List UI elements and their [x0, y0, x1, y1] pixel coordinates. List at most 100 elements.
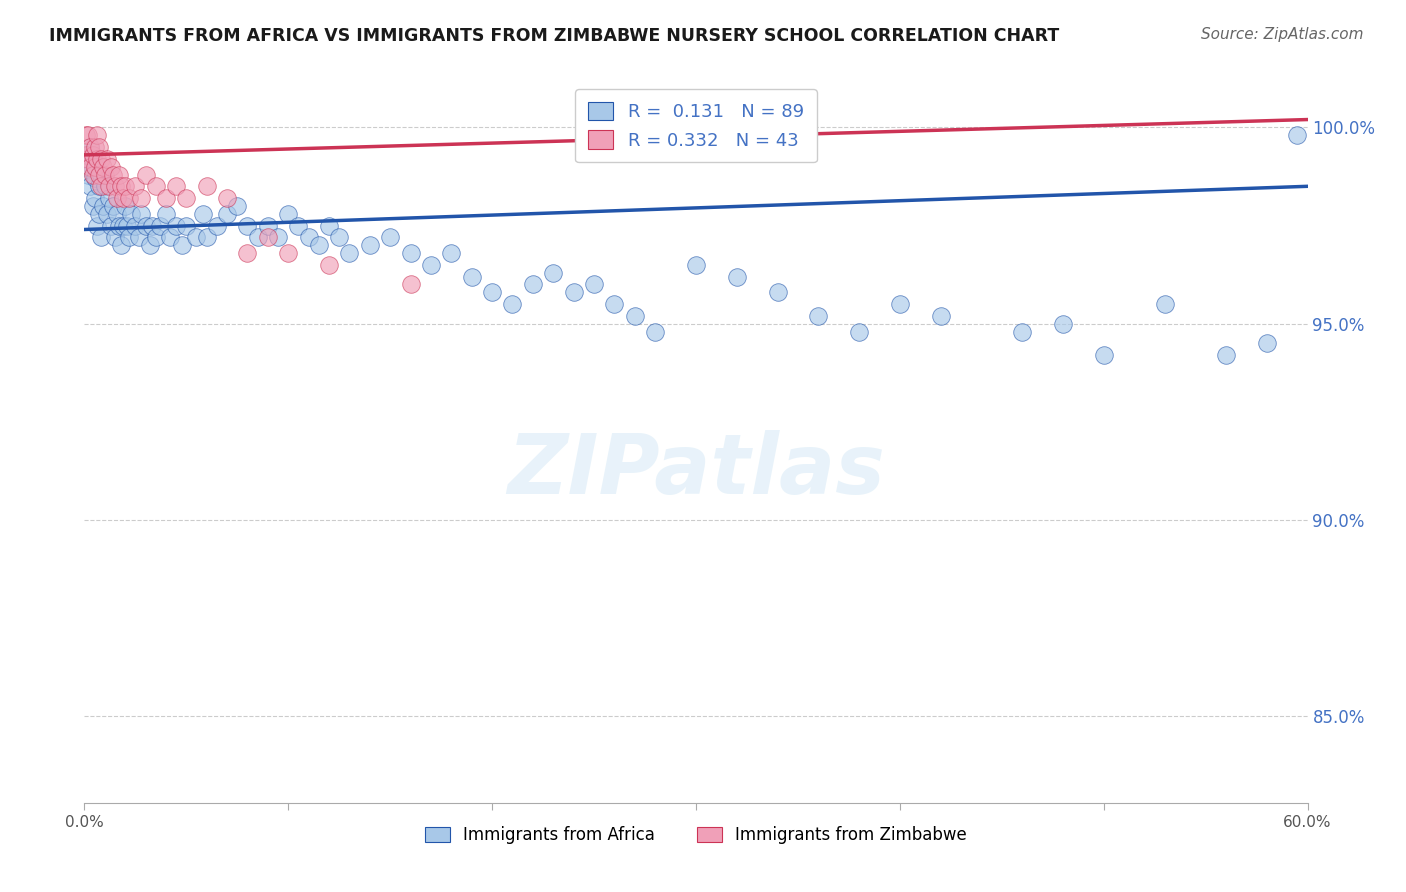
- Point: [131, 207, 153, 221]
- Point: [328, 230, 350, 244]
- Point: [149, 219, 172, 233]
- Point: [138, 238, 160, 252]
- Point: [277, 207, 299, 221]
- Point: [461, 269, 484, 284]
- Point: [79, 160, 101, 174]
- Text: ZIPatlas: ZIPatlas: [508, 430, 884, 511]
- Point: [359, 238, 381, 252]
- Point: [236, 219, 259, 233]
- Point: [115, 219, 138, 233]
- Point: [159, 230, 181, 244]
- Point: [79, 179, 101, 194]
- Point: [155, 191, 177, 205]
- Point: [889, 297, 911, 311]
- Point: [1092, 348, 1115, 362]
- Point: [287, 219, 309, 233]
- Point: [108, 168, 131, 182]
- Point: [257, 230, 280, 244]
- Point: [174, 191, 197, 205]
- Point: [82, 148, 104, 162]
- Point: [583, 277, 606, 292]
- Point: [135, 168, 157, 182]
- Point: [217, 191, 239, 205]
- Point: [112, 191, 135, 205]
- Point: [90, 230, 112, 244]
- Point: [165, 179, 187, 194]
- Point: [226, 199, 249, 213]
- Point: [86, 160, 108, 174]
- Point: [114, 199, 136, 213]
- Point: [543, 266, 565, 280]
- Point: [502, 297, 524, 311]
- Point: [217, 207, 239, 221]
- Point: [105, 191, 128, 205]
- Point: [75, 128, 97, 143]
- Point: [101, 168, 124, 182]
- Point: [766, 285, 789, 300]
- Point: [725, 269, 748, 284]
- Point: [75, 160, 97, 174]
- Point: [91, 199, 114, 213]
- Point: [97, 179, 120, 194]
- Point: [96, 152, 118, 166]
- Point: [339, 246, 361, 260]
- Point: [101, 199, 124, 213]
- Text: IMMIGRANTS FROM AFRICA VS IMMIGRANTS FROM ZIMBABWE NURSERY SCHOOL CORRELATION CH: IMMIGRANTS FROM AFRICA VS IMMIGRANTS FRO…: [49, 27, 1060, 45]
- Point: [79, 140, 101, 154]
- Point: [186, 230, 208, 244]
- Point: [308, 238, 330, 252]
- Point: [929, 309, 952, 323]
- Point: [399, 246, 422, 260]
- Point: [93, 179, 115, 194]
- Point: [90, 179, 112, 194]
- Point: [90, 168, 112, 182]
- Point: [155, 207, 177, 221]
- Point: [97, 191, 120, 205]
- Point: [165, 219, 187, 233]
- Point: [131, 191, 153, 205]
- Point: [205, 219, 228, 233]
- Point: [79, 140, 101, 154]
- Point: [118, 230, 141, 244]
- Point: [105, 207, 128, 221]
- Point: [93, 168, 115, 182]
- Point: [191, 207, 214, 221]
- Point: [644, 325, 666, 339]
- Point: [562, 285, 585, 300]
- Point: [1256, 336, 1278, 351]
- Point: [807, 309, 830, 323]
- Point: [75, 148, 97, 162]
- Point: [624, 309, 647, 323]
- Point: [86, 152, 108, 166]
- Point: [112, 219, 135, 233]
- Point: [135, 219, 157, 233]
- Point: [86, 219, 108, 233]
- Point: [120, 207, 142, 221]
- Point: [108, 219, 131, 233]
- Point: [77, 128, 100, 143]
- Point: [236, 246, 259, 260]
- Point: [104, 230, 127, 244]
- Point: [318, 258, 340, 272]
- Point: [90, 152, 112, 166]
- Point: [124, 179, 146, 194]
- Point: [195, 230, 218, 244]
- Point: [246, 230, 269, 244]
- Point: [1286, 128, 1309, 143]
- Point: [145, 230, 167, 244]
- Point: [399, 277, 422, 292]
- Point: [83, 160, 105, 174]
- Legend: Immigrants from Africa, Immigrants from Zimbabwe: Immigrants from Africa, Immigrants from …: [416, 818, 976, 852]
- Point: [195, 179, 218, 194]
- Point: [174, 219, 197, 233]
- Point: [118, 191, 141, 205]
- Point: [100, 219, 122, 233]
- Point: [298, 230, 321, 244]
- Point: [481, 285, 503, 300]
- Point: [124, 219, 146, 233]
- Point: [1052, 317, 1074, 331]
- Point: [114, 179, 136, 194]
- Point: [1011, 325, 1033, 339]
- Point: [257, 219, 280, 233]
- Point: [77, 152, 100, 166]
